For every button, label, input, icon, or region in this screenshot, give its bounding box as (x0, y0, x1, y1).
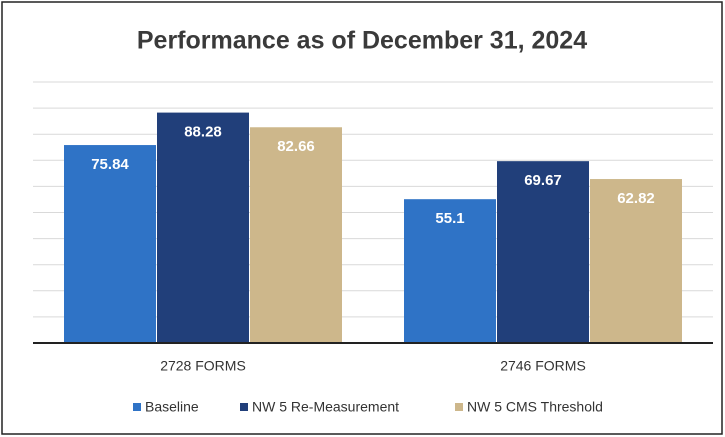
x-tick-label: 2728 FORMS (160, 358, 246, 374)
chart-title: Performance as of December 31, 2024 (137, 27, 587, 55)
legend-swatch (240, 403, 248, 411)
data-label: 82.66 (277, 138, 315, 155)
data-label: 55.1 (435, 210, 464, 227)
data-label: 62.82 (617, 190, 655, 207)
legend-label: NW 5 Re-Measurement (252, 399, 399, 415)
legend-label: NW 5 CMS Threshold (467, 399, 603, 415)
data-label: 69.67 (524, 172, 562, 189)
bar (157, 112, 249, 343)
legend-swatch (455, 403, 463, 411)
bar (590, 179, 682, 343)
bar (250, 127, 342, 343)
x-tick-label: 2746 FORMS (500, 358, 586, 374)
bar (497, 161, 589, 343)
data-label: 75.84 (91, 156, 129, 173)
legend-label: Baseline (145, 399, 199, 415)
legend-swatch (133, 403, 141, 411)
data-label: 88.28 (184, 124, 222, 141)
bar (404, 199, 496, 343)
bar (64, 145, 156, 343)
